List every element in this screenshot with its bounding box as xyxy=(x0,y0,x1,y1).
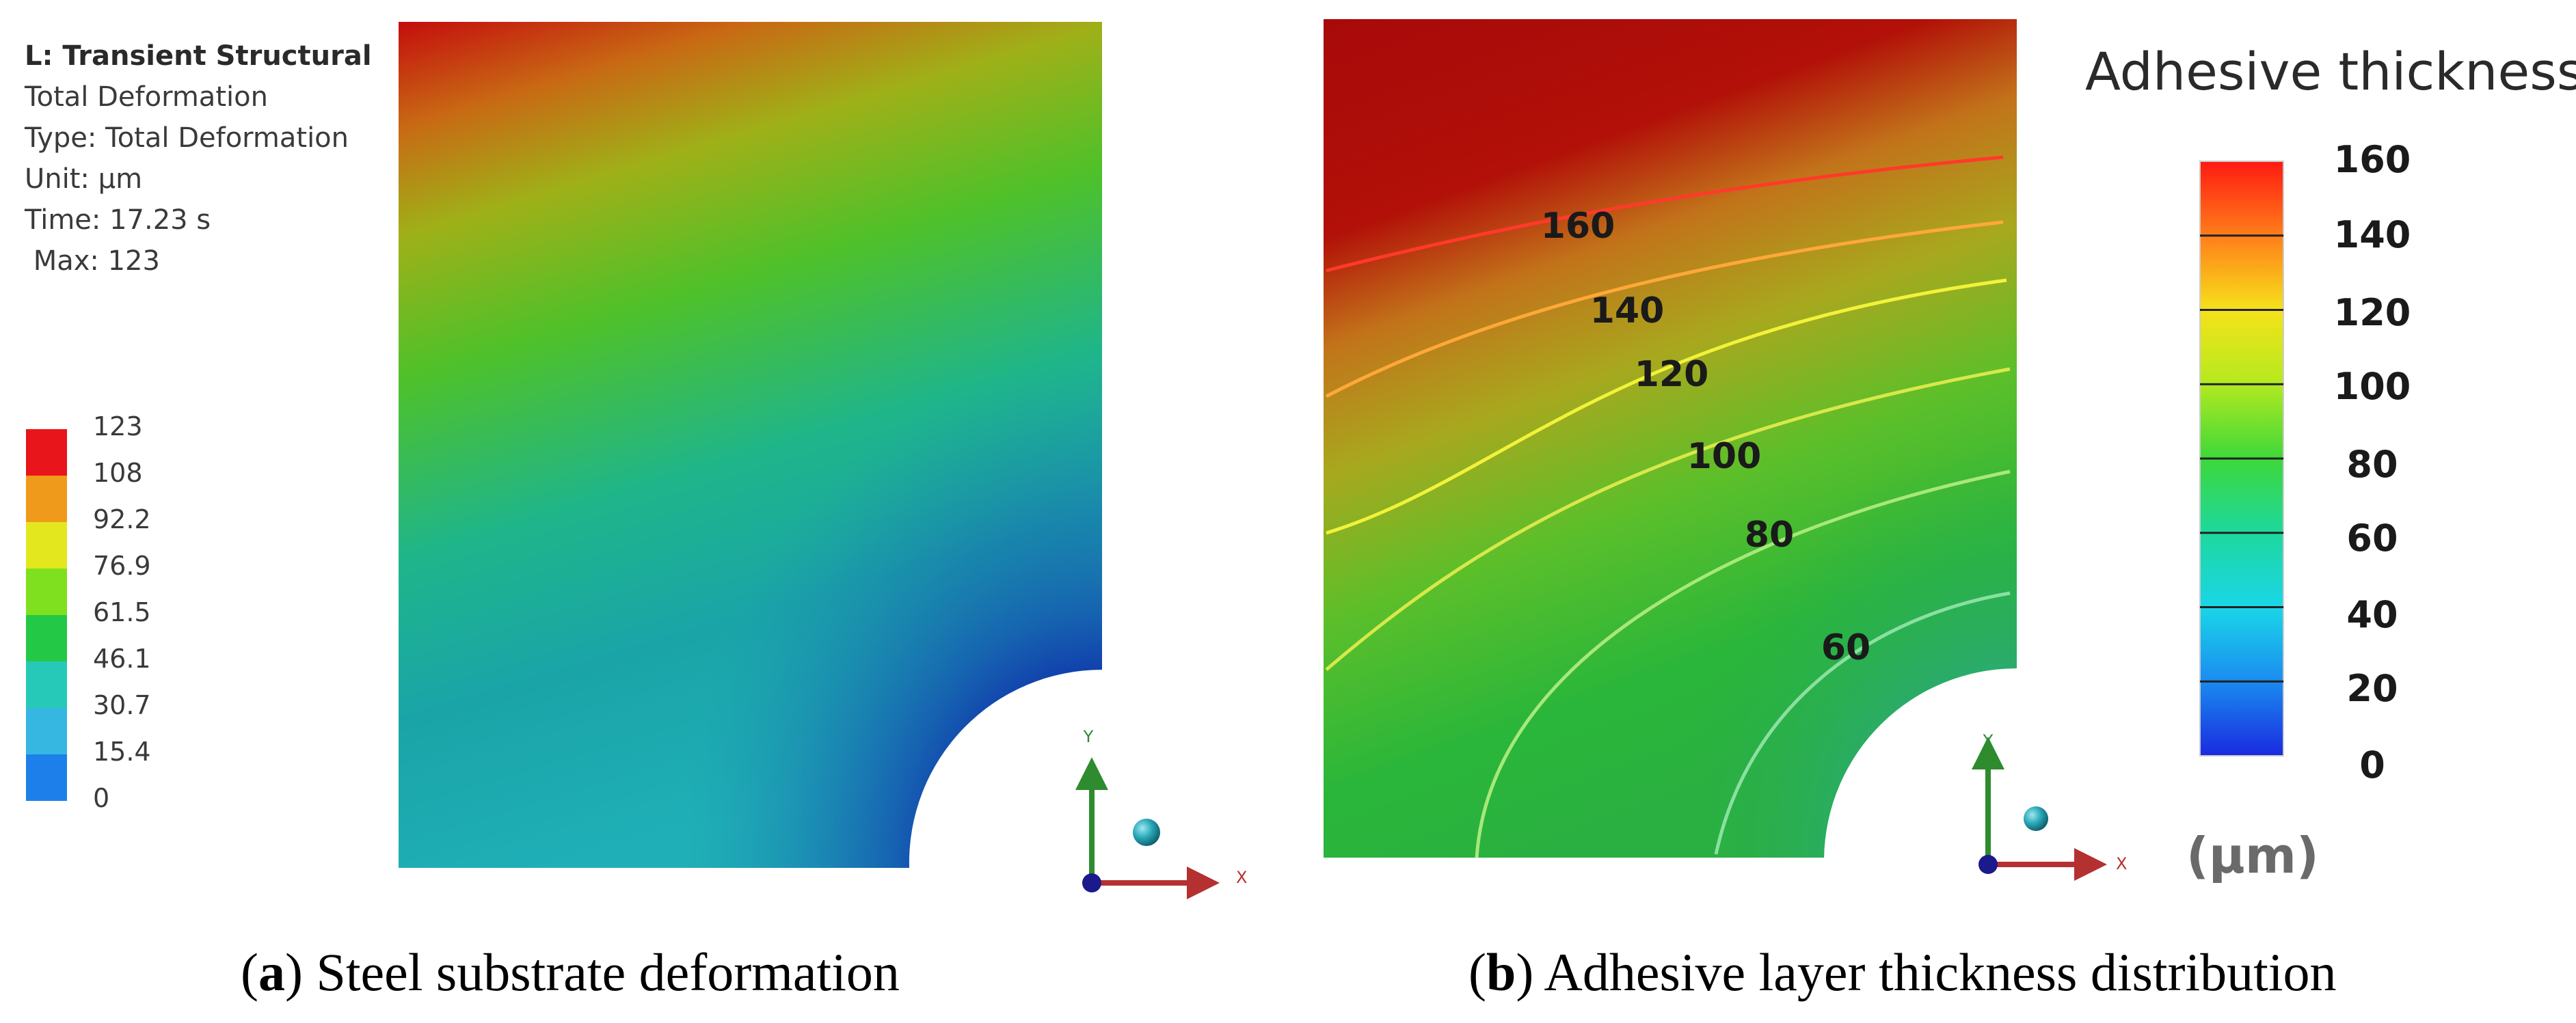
caption-letter: a xyxy=(258,942,285,1002)
legend-value: 123 xyxy=(93,411,143,441)
triad-y-label: Y xyxy=(1983,731,1994,750)
contour-label: 140 xyxy=(1590,290,1665,331)
contour-label: 60 xyxy=(1821,627,1870,668)
colorbar-tick-label: 20 xyxy=(2346,667,2398,710)
colorbar-tick-label: 0 xyxy=(2359,744,2385,787)
legend-value: 76.9 xyxy=(93,551,151,581)
coordinate-triad-a xyxy=(1075,757,1220,899)
thickness-colorbar: 160 140 120 100 80 60 40 20 0 xyxy=(2199,138,2411,787)
legend-band xyxy=(26,661,67,708)
caption-b: (b) Adhesive layer thickness distributio… xyxy=(1468,942,2337,1002)
legend-value: 108 xyxy=(93,458,143,488)
colorbar-tick-label: 160 xyxy=(2334,138,2411,181)
origin-dot xyxy=(1082,873,1101,892)
legend-value: 61.5 xyxy=(93,597,151,627)
colorbar-title: Adhesive thickness xyxy=(2085,41,2576,102)
info-line: Unit: µm xyxy=(25,163,143,195)
contour-label: 160 xyxy=(1541,206,1615,247)
triad-x-label: X xyxy=(2116,854,2127,873)
colorbar-tick-label: 80 xyxy=(2346,443,2398,486)
info-line: Type: Total Deformation xyxy=(25,122,349,154)
caption-letter: b xyxy=(1486,942,1516,1002)
deformation-legend xyxy=(26,429,67,801)
contour-100 xyxy=(1325,367,2011,671)
caption-text: ) Steel substrate deformation xyxy=(284,942,900,1002)
legend-band xyxy=(26,569,67,615)
legend-band xyxy=(26,754,67,801)
colorbar-tick-label: 60 xyxy=(2346,517,2398,560)
thickness-plot xyxy=(1324,19,2017,858)
legend-band xyxy=(26,476,67,522)
info-line: Time: 17.23 s xyxy=(25,204,211,236)
contour-label: 100 xyxy=(1687,436,1762,477)
legend-band xyxy=(26,708,67,754)
legend-value: 92.2 xyxy=(93,504,151,534)
contour-120 xyxy=(1326,278,2007,535)
triad-x-label: X xyxy=(1236,868,1247,887)
contour-140 xyxy=(1325,220,2004,398)
info-line: Max: 123 xyxy=(25,245,160,277)
info-line: Total Deformation xyxy=(25,81,268,113)
deformation-plot xyxy=(399,22,1102,868)
contour-60 xyxy=(1714,591,2011,855)
colorbar-tick-label: 40 xyxy=(2346,593,2398,636)
analysis-title: L: Transient Structural xyxy=(25,40,372,72)
caption-a: (a) Steel substrate deformation xyxy=(241,942,900,1002)
colorbar-unit: (μm) xyxy=(2186,827,2319,884)
contour-label: 120 xyxy=(1635,354,1709,395)
contour-80 xyxy=(1475,469,2011,858)
legend-value: 0 xyxy=(93,783,110,813)
coordinate-triad-b xyxy=(1972,737,2107,881)
legend-value: 46.1 xyxy=(93,644,151,674)
caption-text: ) Adhesive layer thickness distribution xyxy=(1516,942,2337,1002)
contour-label: 80 xyxy=(1745,515,1794,556)
triad-y-label: Y xyxy=(1083,727,1094,746)
legend-band xyxy=(26,429,67,476)
contour-labels: 160 140 120 100 80 60 xyxy=(1541,206,1870,668)
legend-value: 15.4 xyxy=(93,737,151,767)
sphere-icon xyxy=(2024,806,2048,831)
sphere-icon xyxy=(1133,819,1160,846)
legend-value: 30.7 xyxy=(93,690,151,720)
contour-160 xyxy=(1326,155,2004,273)
origin-dot xyxy=(1978,855,1998,874)
colorbar-tick-label: 120 xyxy=(2334,291,2411,334)
legend-band xyxy=(26,615,67,661)
colorbar-tick-label: 140 xyxy=(2334,213,2411,256)
result-info: L: Transient Structural Total Deformatio… xyxy=(25,36,372,282)
legend-band xyxy=(26,522,67,569)
colorbar-tick-label: 100 xyxy=(2334,365,2411,408)
